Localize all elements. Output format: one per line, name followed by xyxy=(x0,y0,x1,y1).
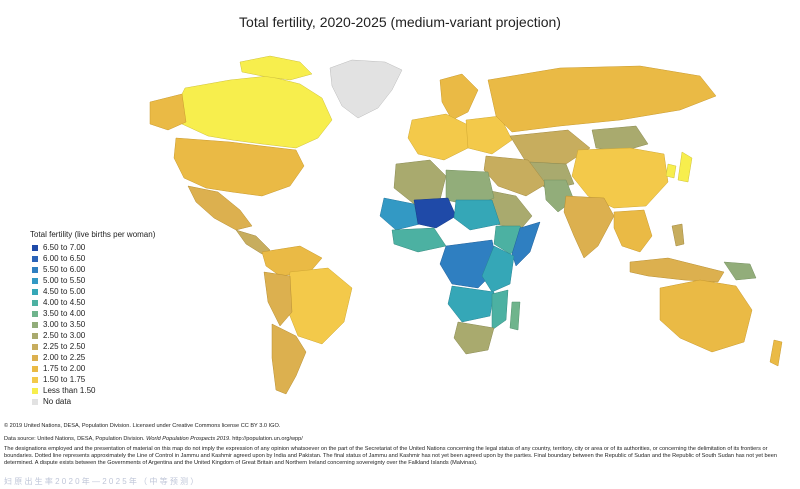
legend-swatch xyxy=(32,266,38,273)
region-australia xyxy=(659,279,753,353)
source-title: World Population Prospects 2019 xyxy=(146,436,230,442)
footer-source: Data source: United Nations, DESA, Popul… xyxy=(4,436,794,443)
legend-swatch xyxy=(32,255,38,262)
region-mongolia xyxy=(591,125,649,153)
legend-item: 1.75 to 2.00 xyxy=(30,363,155,374)
legend-label: 5.00 to 5.50 xyxy=(43,276,86,285)
legend-item: 4.50 to 5.00 xyxy=(30,286,155,297)
map-legend: Total fertility (live births per woman) … xyxy=(30,229,155,407)
legend-label: 5.50 to 6.00 xyxy=(43,265,86,274)
legend-item: 2.00 to 2.25 xyxy=(30,352,155,363)
region-new-zealand xyxy=(769,339,783,367)
region-mexico xyxy=(187,185,253,231)
footer-copyright: © 2019 United Nations, DESA, Population … xyxy=(4,423,281,429)
region-japan xyxy=(677,151,693,183)
legend-swatch xyxy=(32,332,38,339)
legend-title: Total fertility (live births per woman) xyxy=(30,230,156,239)
region-north-africa-west xyxy=(393,159,447,205)
legend-swatch xyxy=(32,354,38,361)
legend-swatch xyxy=(32,376,38,383)
region-philippines xyxy=(671,223,685,247)
source-prefix: Data source: United Nations, DESA, Popul… xyxy=(4,436,147,442)
legend-swatch xyxy=(32,398,38,405)
legend-item: 3.00 to 3.50 xyxy=(30,319,155,330)
legend-swatch xyxy=(32,277,38,284)
legend-item: No data xyxy=(30,396,155,407)
subtitle-overlay: 妇 原 出 生 率 2 0 2 0 年 — 2 0 2 5 年 （ 中 等 预 … xyxy=(4,477,199,486)
region-greenland xyxy=(329,59,403,119)
region-china xyxy=(571,147,669,209)
legend-label: No data xyxy=(43,397,72,406)
legend-swatch xyxy=(32,365,38,372)
legend-label: 2.25 to 2.50 xyxy=(43,342,86,351)
legend-label: 3.50 to 4.00 xyxy=(43,309,86,318)
region-scandinavia xyxy=(439,73,479,121)
legend-label: 3.00 to 3.50 xyxy=(43,320,86,329)
region-canada xyxy=(175,75,333,149)
region-png xyxy=(723,261,757,281)
legend-item: 2.50 to 3.00 xyxy=(30,330,155,341)
legend-item: Less than 1.50 xyxy=(30,385,155,396)
region-western-europe xyxy=(407,113,471,161)
legend-item: 6.50 to 7.00 xyxy=(30,242,155,253)
source-suffix: . http://population.un.org/wpp/ xyxy=(229,436,303,442)
region-korea xyxy=(665,163,677,179)
legend-item: 4.00 to 4.50 xyxy=(30,297,155,308)
region-brazil xyxy=(285,267,353,345)
legend-item: 5.50 to 6.00 xyxy=(30,264,155,275)
region-niger-mali xyxy=(413,197,457,229)
region-turkey-iran xyxy=(483,155,547,197)
footer-disclaimer: The designations employed and the presen… xyxy=(4,446,777,466)
region-argentina-chile xyxy=(271,323,307,395)
region-india xyxy=(563,195,615,259)
region-chad-sudan xyxy=(453,199,501,231)
legend-items: 6.50 to 7.00 6.00 to 6.50 5.50 to 6.00 5.00… xyxy=(30,242,155,407)
region-usa xyxy=(173,137,305,197)
legend-label: 4.00 to 4.50 xyxy=(43,298,86,307)
legend-swatch xyxy=(32,310,38,317)
region-angola-zambia xyxy=(447,285,495,323)
legend-label: 1.50 to 1.75 xyxy=(43,375,86,384)
legend-label: 2.50 to 3.00 xyxy=(43,331,86,340)
world-fertility-map xyxy=(149,55,783,395)
legend-swatch xyxy=(32,387,38,394)
legend-item: 3.50 to 4.00 xyxy=(30,308,155,319)
legend-item: 6.00 to 6.50 xyxy=(30,253,155,264)
region-eastern-europe xyxy=(465,115,513,155)
region-mozambique xyxy=(491,289,509,331)
region-east-africa xyxy=(481,245,515,293)
region-southeast-asia xyxy=(613,209,653,253)
legend-item: 2.25 to 2.50 xyxy=(30,341,155,352)
region-central-america xyxy=(235,229,271,255)
region-somalia xyxy=(511,221,541,267)
legend-swatch xyxy=(32,321,38,328)
legend-label: 6.50 to 7.00 xyxy=(43,243,86,252)
region-south-africa xyxy=(453,321,495,355)
legend-label: 2.00 to 2.25 xyxy=(43,353,86,362)
legend-swatch xyxy=(32,288,38,295)
legend-swatch xyxy=(32,343,38,350)
region-alaska xyxy=(149,93,187,131)
legend-label: 4.50 to 5.00 xyxy=(43,287,86,296)
region-sahel-west xyxy=(379,197,421,231)
region-indonesia xyxy=(629,257,725,283)
legend-label: 6.00 to 6.50 xyxy=(43,254,86,263)
legend-item: 5.00 to 5.50 xyxy=(30,275,155,286)
legend-label: Less than 1.50 xyxy=(43,386,96,395)
region-west-africa-coast xyxy=(391,227,447,253)
region-peru-bolivia xyxy=(263,271,293,327)
legend-item: 1.50 to 1.75 xyxy=(30,374,155,385)
map-title: Total fertility, 2020-2025 (medium-varia… xyxy=(239,14,561,30)
region-madagascar xyxy=(509,301,521,331)
region-canada-islands xyxy=(239,55,313,81)
region-russia xyxy=(487,65,717,133)
legend-swatch xyxy=(32,244,38,251)
legend-label: 1.75 to 2.00 xyxy=(43,364,86,373)
legend-swatch xyxy=(32,299,38,306)
